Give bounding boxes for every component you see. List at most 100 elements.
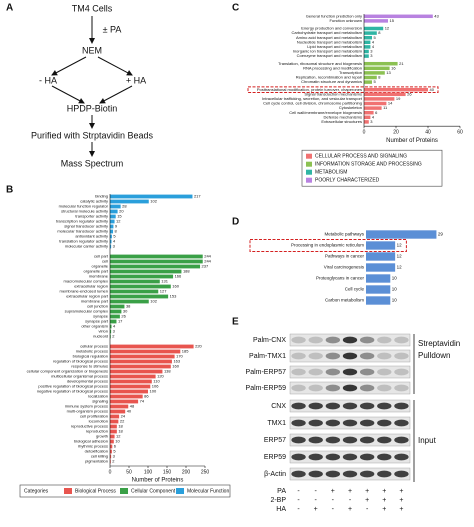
panel-label: C	[232, 3, 239, 14]
value-label: 170	[176, 354, 183, 359]
legend-swatch	[176, 488, 184, 494]
bar	[110, 289, 159, 294]
bar	[364, 49, 369, 54]
category-label: cellular component organization or bioge…	[27, 369, 108, 374]
value-label: 13	[386, 70, 391, 75]
category-label: binding	[95, 194, 108, 199]
category-label: molecular transducer activity	[57, 229, 108, 234]
category-label: molecular function regulator	[59, 204, 109, 209]
blot-band	[308, 352, 323, 360]
category-label: Inorganic ion transport and metabolism	[293, 49, 363, 54]
flow-step: HPDP-Biotin	[67, 103, 118, 113]
blot-band	[394, 384, 409, 392]
bar	[110, 309, 122, 314]
value-label: 131	[161, 279, 168, 284]
bar	[110, 319, 117, 324]
blot-band	[377, 368, 392, 376]
category-label: extracellular region part	[66, 294, 109, 299]
bar	[110, 389, 148, 394]
category-label: macromolecular complex	[64, 279, 108, 284]
value-label: 15	[117, 214, 122, 219]
bar	[110, 234, 112, 239]
value-label: 4	[372, 39, 375, 44]
value-label: 9	[115, 224, 118, 229]
blot-band	[394, 419, 409, 427]
blot-band	[291, 436, 306, 444]
blot-band	[394, 470, 409, 478]
bar	[110, 254, 203, 259]
category-label: membrane	[89, 274, 109, 279]
category-label: cell killing	[91, 454, 108, 459]
category-label: Carbon metabolism	[325, 298, 364, 303]
blot-band	[394, 436, 409, 444]
bar	[364, 75, 377, 80]
bar	[366, 274, 391, 283]
category-label: nucleoid	[93, 334, 108, 339]
blot-label: β-Actin	[264, 471, 286, 478]
category-label: signaling	[92, 399, 108, 404]
value-label: 12	[397, 254, 403, 259]
blot-band	[377, 336, 392, 344]
category-label: Chromatin structure and dynamics	[301, 79, 362, 84]
bar	[110, 199, 149, 204]
category-label: positive regulation of biological proces…	[38, 384, 108, 389]
blot-band	[342, 453, 358, 461]
bar	[110, 359, 172, 364]
value-label: 4	[113, 239, 116, 244]
category-label: cell	[102, 259, 108, 264]
category-label: Cell cycle control, cell division, chrom…	[263, 101, 362, 106]
legend-label: METABOLISM	[315, 170, 347, 176]
value-label: 18	[118, 424, 123, 429]
blot-band	[377, 419, 392, 427]
category-label: structural molecule activity	[61, 209, 108, 214]
blot-band	[291, 368, 306, 376]
blot-label: Palm-TMX1	[249, 353, 286, 360]
bar	[110, 459, 111, 464]
value-label: 15	[390, 18, 395, 23]
arrow	[51, 85, 85, 104]
value-label: 127	[160, 289, 167, 294]
category-label: Energy production and conversion	[301, 26, 362, 31]
x-tick-label: 50	[126, 469, 132, 475]
bar	[110, 219, 115, 224]
arrow	[97, 56, 133, 76]
value-label: 14	[388, 101, 393, 106]
blot-band	[325, 419, 341, 427]
value-label: 102	[150, 299, 157, 304]
category-label: General function prediction only	[306, 13, 362, 18]
condition-sign: +	[382, 488, 386, 495]
blot-band	[342, 470, 358, 478]
value-label: 12	[397, 243, 403, 248]
condition-sign: -	[366, 506, 369, 513]
blot-band	[325, 352, 341, 360]
category-label: organelle part	[84, 269, 109, 274]
category-label: Proteoglycans in cancer	[316, 276, 365, 281]
value-label: 110	[153, 379, 160, 384]
blot-band	[308, 402, 323, 410]
blot-band	[325, 368, 341, 376]
bar	[110, 384, 151, 389]
bar	[110, 324, 112, 329]
category-label: Coenzyme transport and metabolism	[297, 53, 363, 58]
condition-sign: -	[332, 506, 335, 513]
condition-sign: +	[365, 488, 369, 495]
value-label: 40	[127, 409, 132, 414]
blot-band	[291, 402, 306, 410]
category-label: membrane-enclosed lumen	[60, 289, 108, 294]
bar	[110, 444, 113, 449]
legend-swatch	[306, 161, 312, 167]
blot-band	[359, 384, 375, 392]
bar	[110, 229, 114, 234]
category-label: Amino acid transport and metabolism	[296, 35, 363, 40]
blot-band	[291, 419, 306, 427]
bar	[366, 230, 437, 239]
category-label: detoxification	[85, 449, 108, 454]
condition-sign: +	[399, 506, 403, 513]
category-label: Posttranslational modification, protein …	[257, 87, 362, 92]
bar	[110, 394, 143, 399]
value-label: 3	[370, 53, 373, 58]
blot-band	[342, 336, 358, 344]
category-label: Processing in endoplasmic reticulum	[291, 243, 364, 248]
value-label: 18	[118, 429, 123, 434]
value-label: 5	[374, 79, 377, 84]
